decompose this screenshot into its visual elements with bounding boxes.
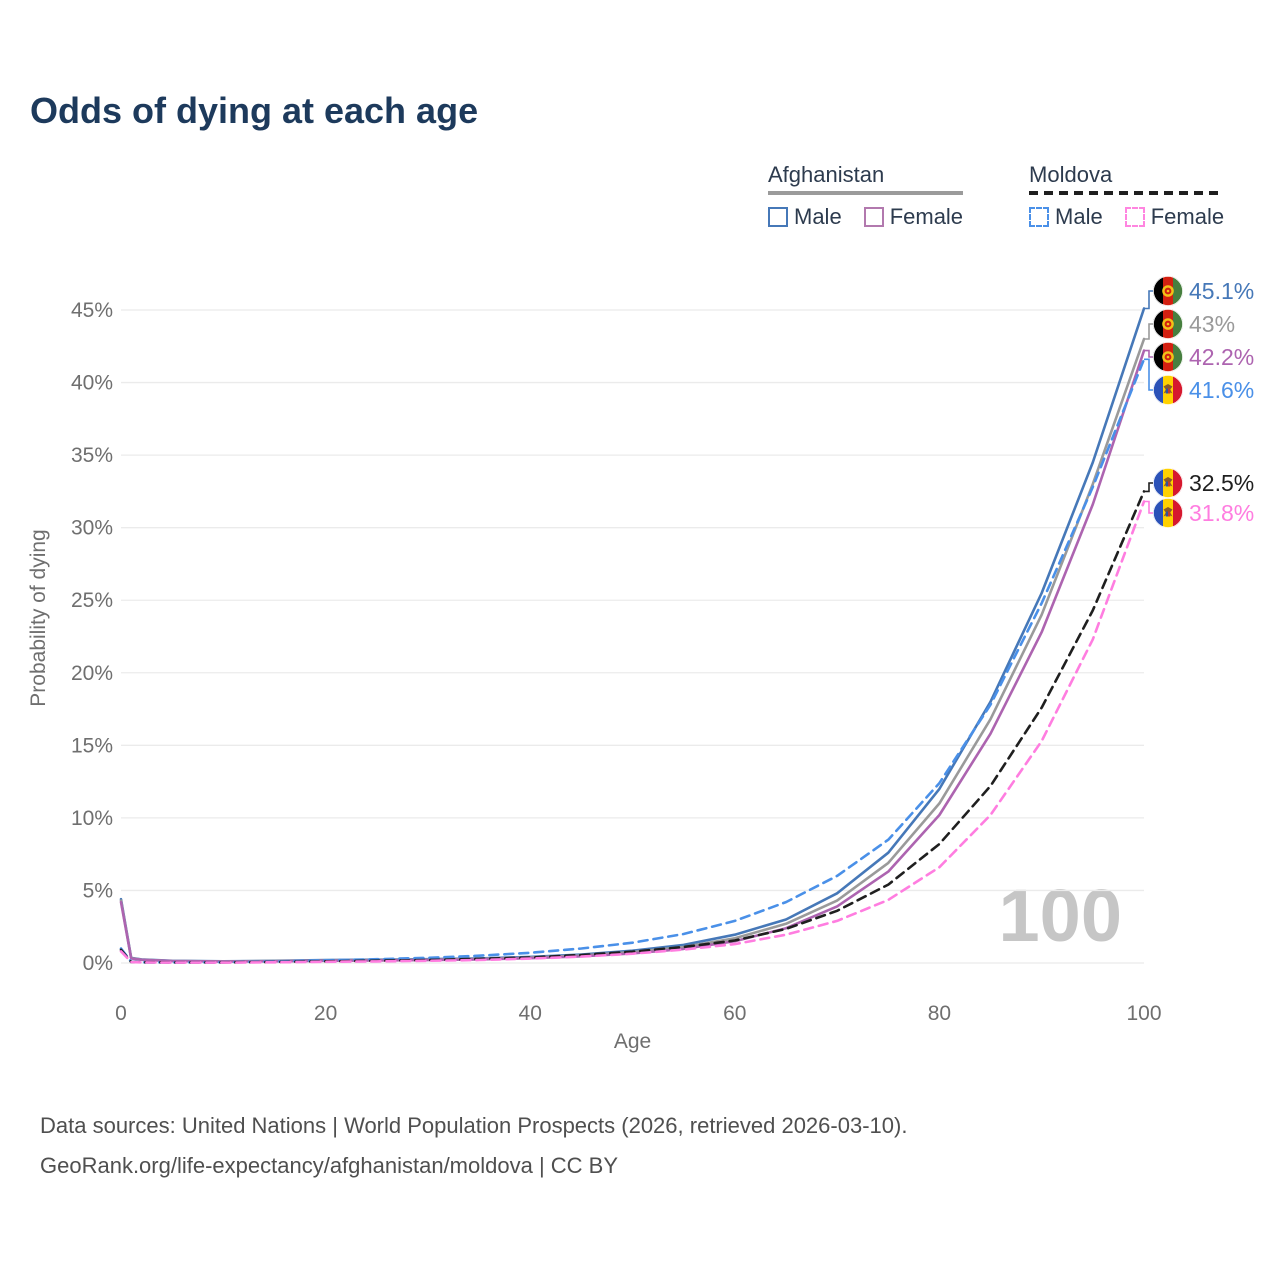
legend-item-moldova-male[interactable]: Male (1029, 204, 1103, 230)
watermark-age-100: 100 (999, 874, 1122, 957)
afghanistan-female-swatch (863, 207, 884, 227)
end-label-moldova-female: 31.8% (1189, 500, 1254, 526)
afghanistan-flag-icon (1153, 342, 1183, 372)
leader-line (1144, 500, 1153, 514)
y-tick-label: 20% (71, 662, 113, 685)
end-label-afghanistan: 43% (1189, 311, 1235, 337)
afghanistan-flag-icon (1153, 276, 1183, 306)
x-tick-label: 20 (314, 1002, 337, 1025)
moldova-flag-icon (1153, 498, 1183, 528)
y-tick-label: 10% (71, 807, 113, 830)
legend-title-moldova[interactable]: Moldova (1029, 162, 1113, 187)
legend-item-moldova-female[interactable]: Female (1124, 204, 1225, 230)
series-line-moldova[interactable] (119, 490, 1146, 964)
x-axis-title: Age (614, 1030, 651, 1053)
legend-item-afghanistan-female[interactable]: Female (863, 204, 964, 230)
moldova-flag-icon (1153, 468, 1183, 498)
legend-item-afghanistan-male[interactable]: Male (768, 204, 842, 230)
y-tick-label: 5% (83, 879, 113, 902)
moldova-female-swatch (1124, 207, 1145, 227)
legend-title-afghanistan[interactable]: Afghanistan (768, 162, 885, 187)
leader-line (1144, 323, 1153, 340)
legend-label: Female (1150, 204, 1225, 229)
y-axis-title: Probability of dying (27, 529, 50, 706)
page-title: Odds of dying at each age (30, 90, 479, 131)
legend-label: Male (794, 204, 842, 229)
y-tick-label: 40% (71, 372, 113, 395)
end-label-moldova: 32.5% (1189, 470, 1254, 496)
x-tick-label: 100 (1126, 1002, 1161, 1025)
x-tick-label: 80 (928, 1002, 951, 1025)
y-tick-label: 45% (71, 299, 113, 322)
end-label-moldova-male: 41.6% (1189, 377, 1254, 403)
moldova-flag-icon (1153, 375, 1183, 405)
leader-line (1144, 349, 1153, 358)
x-tick-label: 0 (115, 1002, 127, 1025)
series-line-afghanistan[interactable] (119, 337, 1146, 963)
legend: Afghanistan Male Female Moldova Male (768, 162, 1225, 230)
end-label-afghanistan-female: 42.2% (1189, 344, 1254, 370)
afghanistan-flag-icon (1153, 309, 1183, 339)
y-tick-label: 15% (71, 734, 113, 757)
x-tick-label: 40 (519, 1002, 542, 1025)
moldova-dashed-underline (1029, 191, 1225, 195)
footer: Data sources: United Nations | World Pop… (40, 1106, 907, 1186)
data-sources-line: Data sources: United Nations | World Pop… (40, 1113, 908, 1138)
legend-group-moldova: Moldova Male Female (1029, 162, 1225, 230)
series-line-moldova-male[interactable] (119, 357, 1146, 964)
y-tick-label: 25% (71, 589, 113, 612)
moldova-male-swatch (1029, 207, 1050, 227)
x-tick-label: 60 (723, 1002, 746, 1025)
y-tick-label: 35% (71, 444, 113, 467)
attribution-line: GeoRank.org/life-expectancy/afghanistan/… (40, 1153, 619, 1178)
afghanistan-male-swatch (768, 207, 788, 227)
y-tick-label: 0% (83, 952, 113, 975)
end-label-afghanistan-male: 45.1% (1189, 278, 1254, 304)
series-line-afghanistan-male[interactable] (119, 307, 1146, 963)
series-line-afghanistan-female[interactable] (119, 349, 1146, 963)
legend-label: Male (1055, 204, 1103, 229)
afghanistan-solid-underline (768, 191, 964, 195)
y-tick-label: 30% (71, 517, 113, 540)
legend-group-afghanistan: Afghanistan Male Female (768, 162, 964, 230)
legend-label: Female (889, 204, 964, 229)
series-line-moldova-female[interactable] (119, 500, 1146, 964)
leader-line (1144, 358, 1153, 391)
leader-line (1144, 482, 1153, 493)
leader-line (1144, 290, 1153, 310)
